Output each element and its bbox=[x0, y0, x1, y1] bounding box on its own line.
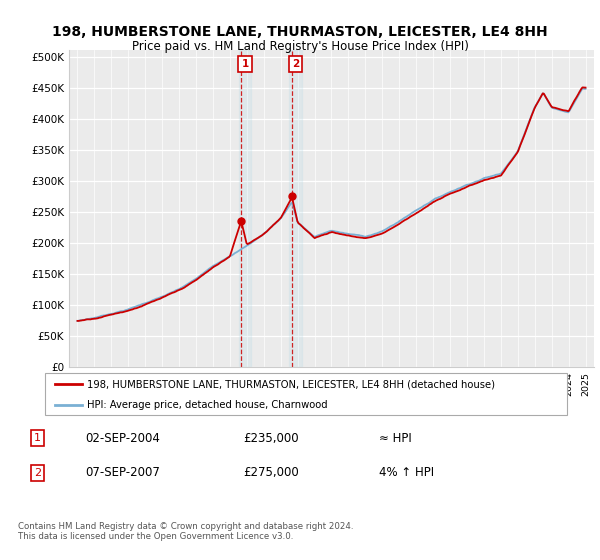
Bar bbox=[289, 50, 302, 367]
Text: 198, HUMBERSTONE LANE, THURMASTON, LEICESTER, LE4 8HH: 198, HUMBERSTONE LANE, THURMASTON, LEICE… bbox=[52, 25, 548, 39]
Text: 4% ↑ HPI: 4% ↑ HPI bbox=[379, 466, 434, 479]
Text: 198, HUMBERSTONE LANE, THURMASTON, LEICESTER, LE4 8HH (detached house): 198, HUMBERSTONE LANE, THURMASTON, LEICE… bbox=[87, 379, 495, 389]
Text: 1: 1 bbox=[241, 59, 248, 69]
Text: 02-SEP-2004: 02-SEP-2004 bbox=[86, 432, 161, 445]
Text: 07-SEP-2007: 07-SEP-2007 bbox=[86, 466, 161, 479]
Text: 2: 2 bbox=[34, 468, 41, 478]
Text: £275,000: £275,000 bbox=[244, 466, 299, 479]
FancyBboxPatch shape bbox=[44, 373, 568, 416]
Text: 1: 1 bbox=[34, 433, 41, 443]
Text: HPI: Average price, detached house, Charnwood: HPI: Average price, detached house, Char… bbox=[87, 400, 328, 410]
Bar bbox=[239, 50, 251, 367]
Text: £235,000: £235,000 bbox=[244, 432, 299, 445]
Text: Contains HM Land Registry data © Crown copyright and database right 2024.
This d: Contains HM Land Registry data © Crown c… bbox=[18, 522, 353, 542]
Text: Price paid vs. HM Land Registry's House Price Index (HPI): Price paid vs. HM Land Registry's House … bbox=[131, 40, 469, 53]
Text: ≈ HPI: ≈ HPI bbox=[379, 432, 412, 445]
Text: 2: 2 bbox=[292, 59, 299, 69]
